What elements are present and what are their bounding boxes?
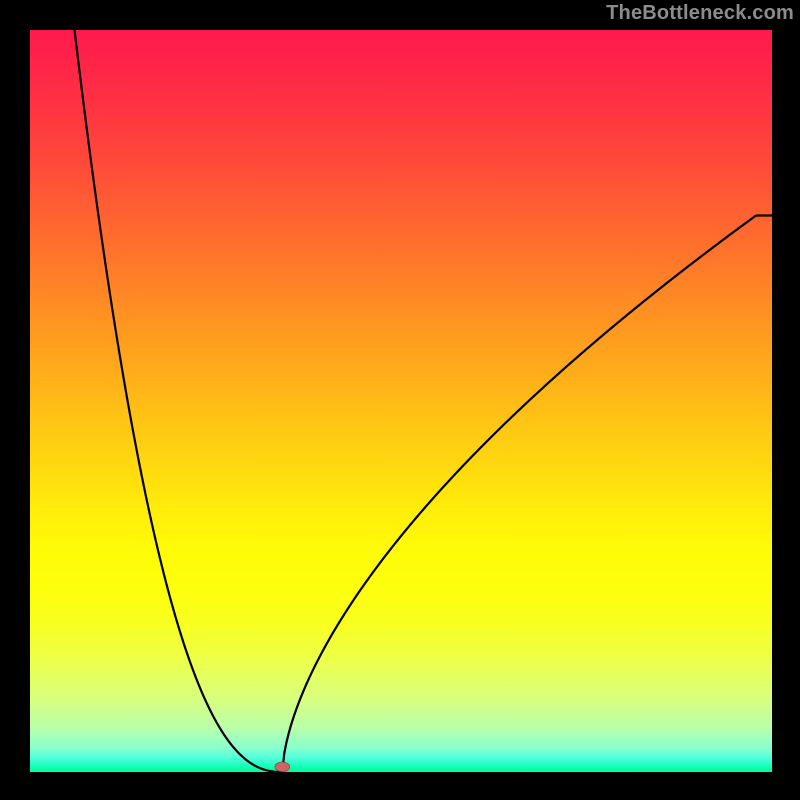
plot-area — [30, 30, 772, 772]
gradient-background — [30, 30, 772, 772]
chart-container: TheBottleneck.com — [0, 0, 800, 800]
watermark-text: TheBottleneck.com — [606, 2, 794, 25]
bottleneck-curve-chart — [30, 30, 772, 772]
minimum-marker — [275, 762, 290, 772]
